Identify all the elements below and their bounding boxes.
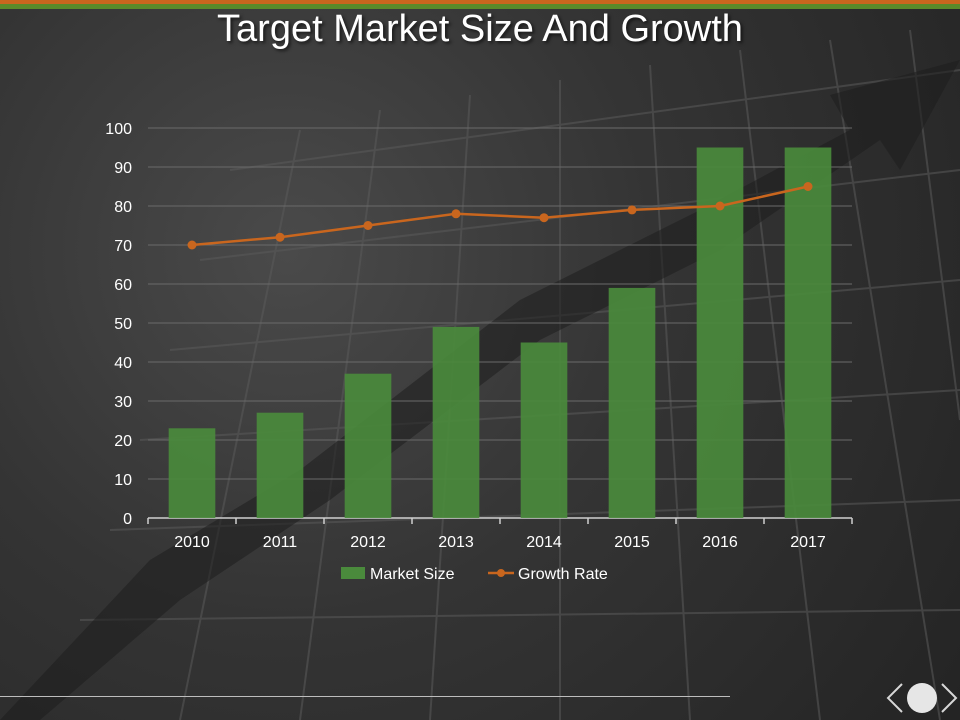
y-tick-label: 30 — [114, 394, 132, 411]
growth-rate-point — [627, 205, 637, 215]
prev-arrow-icon[interactable] — [886, 683, 903, 713]
growth-rate-point — [715, 201, 725, 211]
next-arrow-icon[interactable] — [941, 683, 958, 713]
x-tick-label: 2013 — [438, 534, 474, 551]
nav-circle-icon[interactable] — [907, 683, 937, 713]
y-tick-label: 0 — [123, 511, 132, 528]
y-tick-label: 60 — [114, 277, 132, 294]
bar-market-size — [432, 326, 480, 518]
x-tick-label: 2017 — [790, 534, 826, 551]
y-tick-label: 50 — [114, 316, 132, 333]
growth-rate-point — [363, 221, 373, 230]
bar-market-size — [608, 287, 656, 518]
x-tick-label: 2012 — [350, 534, 386, 551]
growth-rate-point — [275, 232, 285, 242]
legend-label-market-size: Market Size — [370, 566, 455, 583]
growth-rate-line — [191, 185, 809, 247]
y-tick-label: 80 — [114, 199, 132, 216]
bar-market-size — [256, 412, 304, 518]
y-tick-label: 40 — [114, 355, 132, 372]
y-tick-label: 70 — [114, 238, 132, 255]
y-tick-label: 90 — [114, 160, 132, 177]
y-tick-label: 10 — [114, 472, 132, 489]
bar-market-size — [520, 342, 568, 518]
top-accent-stripe — [0, 0, 960, 9]
slide-title: Target Market Size And Growth — [217, 8, 743, 50]
growth-rate-point — [451, 209, 461, 219]
growth-rate-point — [539, 213, 549, 223]
legend-marker-growth-rate — [497, 569, 505, 577]
growth-rate-point — [803, 182, 813, 191]
y-tick-label: 20 — [114, 433, 132, 450]
y-tick-label: 100 — [105, 121, 132, 138]
bar-market-size — [168, 428, 216, 518]
x-tick-label: 2014 — [526, 534, 562, 551]
bar-market-size — [784, 147, 832, 518]
growth-rate-point — [187, 240, 197, 250]
footer-divider — [0, 696, 730, 697]
legend-label-growth-rate: Growth Rate — [518, 566, 608, 583]
slide-navigation — [886, 683, 958, 713]
legend-swatch-market-size — [341, 567, 365, 579]
top-accent-stripe-orange — [0, 0, 960, 4]
bar-market-size — [344, 373, 392, 518]
x-tick-label: 2010 — [174, 534, 210, 551]
x-tick-label: 2011 — [263, 534, 298, 551]
x-tick-label: 2015 — [614, 534, 650, 551]
x-tick-label: 2016 — [702, 534, 738, 551]
